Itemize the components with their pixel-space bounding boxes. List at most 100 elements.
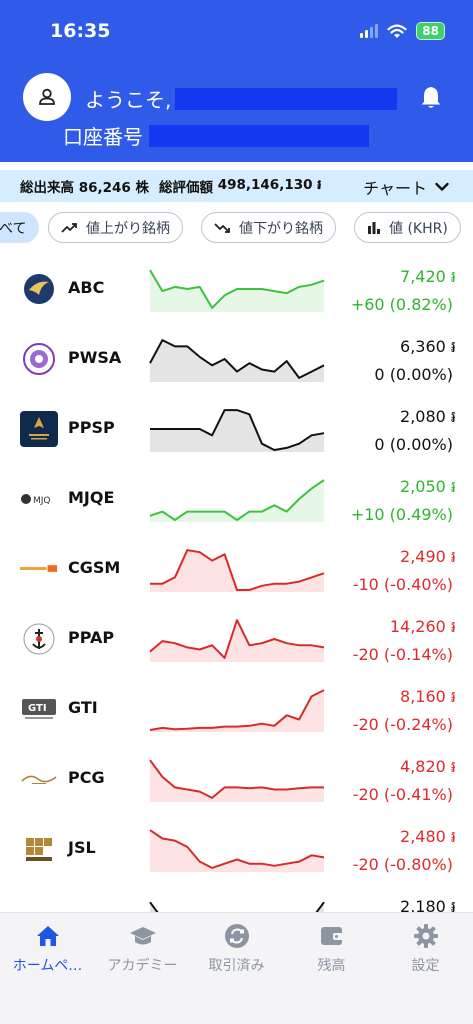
stock-symbol: PPSP [68,418,115,437]
stock-change: +10 (0.49%) [350,505,453,524]
stock-row-jsl[interactable]: JSL 2,480 ៛ -20 (-0.80%) [0,814,473,884]
svg-text:GTI: GTI [28,703,47,714]
sparkline-chart [149,689,325,732]
user-icon [39,88,55,105]
stock-symbol: GTI [68,698,98,717]
stock-symbol: CGSM [68,558,121,577]
svg-text:MJQ: MJQ [33,496,51,506]
transactions-icon [224,924,249,948]
nav-academy[interactable]: アカデミー [95,923,190,975]
stock-symbol: PWSA [68,348,122,367]
stock-row-pwsa[interactable]: PWSA 6,360 ៛ 0 (0.00%) [0,324,473,394]
sparkline-line [149,689,325,731]
filter-chip-all[interactable]: べて [0,212,40,243]
company-logo [20,411,58,447]
stock-row-cgsm[interactable]: CGSM 2,490 ៛ -10 (-0.40%) [0,534,473,604]
stock-row-abc[interactable]: ABC 7,420 ៛ +60 (0.82%) [0,254,473,324]
battery-indicator: 88 [416,22,445,40]
company-logo [20,621,58,657]
stock-price: 8,160 ៛ [400,687,456,706]
sparkline-chart [149,269,325,312]
portfolio-summary-bar: 総出来高 86,246 株 総評価額 498,146,130 ៛ [0,170,473,202]
stock-price: 7,420 ៛ [400,267,456,286]
sparkline-line [150,549,325,591]
company-logo [20,761,58,797]
sparkline-line [149,479,325,521]
wallet-icon [320,927,343,945]
stock-price: 6,360 ៛ [400,337,456,356]
sparkline-chart [149,759,324,802]
sparkline-area [150,410,324,452]
stock-price: 2,080 ៛ [400,407,456,426]
stock-change: 0 (0.00%) [374,435,453,454]
sparkline-chart [149,339,325,382]
sparkline-area [150,340,324,382]
stock-change: -20 (-0.41%) [352,785,453,804]
filter-chip-gainers[interactable]: 値上がり銘柄 [48,212,183,243]
stock-symbol: JSL [68,838,96,857]
stock-change: 0 (0.00%) [374,365,453,384]
stock-change: -20 (-0.80%) [352,855,453,874]
nav-label: ホームペ… [12,958,83,974]
welcome-text: ようこそ, [85,88,172,112]
account-line: 口座番号 [63,121,369,150]
filter-chip-value[interactable]: 値 (KHR) [354,212,461,243]
nav-settings[interactable]: 設定 [378,923,473,975]
sparkline-line [149,339,325,379]
stock-row-mjqe[interactable]: MJQ MJQE 2,050 ៛ +10 (0.49%) [0,464,473,534]
nav-label: 残高 [317,958,346,974]
stock-row-ppap[interactable]: PPAP 14,260 ៛ -20 (-0.14%) [0,604,473,674]
account-number-label: 口座番号 [63,125,143,149]
chevron-down-icon [435,182,449,191]
username-redacted [175,87,398,110]
view-mode-dropdown[interactable]: チャート [363,175,449,199]
stock-price: 2,490 ៛ [400,547,456,566]
home-icon [36,926,59,946]
stock-row-gti[interactable]: GTI GTI 8,160 ៛ -20 (-0.24%) [0,674,473,744]
status-icons: 88 [360,22,445,40]
nav-label: 設定 [411,958,440,974]
stock-change: +60 (0.82%) [350,295,453,314]
filter-chip-label: 値 (KHR) [389,220,448,237]
sparkline-chart [150,409,325,452]
account-number-redacted [149,124,369,147]
sparkline-chart [150,549,325,592]
stock-price: 4,820 ៛ [400,757,456,776]
view-mode-label: チャート [363,179,427,198]
status-time: 16:35 [50,20,111,42]
nav-balance[interactable]: 残高 [284,923,379,975]
company-logo [20,551,58,587]
filter-chip-label: 値下がり銘柄 [239,220,323,237]
app-header: 16:35 88 ようこそ, 口座番号 [0,0,473,162]
notification-bell-icon[interactable] [418,84,444,110]
sparkline-area [150,620,324,662]
sparkline-line [149,829,325,869]
stock-row-pcg[interactable]: PCG 4,820 ៛ -20 (-0.41%) [0,744,473,814]
sparkline-area [150,480,324,522]
nav-label: アカデミー [107,958,178,974]
wifi-icon [387,24,407,38]
nav-home[interactable]: ホームペ… [0,923,95,975]
stock-symbol: PPAP [68,628,115,647]
stock-symbol: ABC [68,278,105,297]
sparkline-line [150,409,325,451]
bar-chart-icon [368,222,380,234]
stock-change: -20 (-0.24%) [352,715,453,734]
company-logo [20,271,58,307]
stock-price: 2,050 ៛ [400,477,456,496]
filter-chip-label: 値上がり銘柄 [86,220,170,237]
stock-row-ppsp[interactable]: PPSP 2,080 ៛ 0 (0.00%) [0,394,473,464]
cellular-signal-icon [360,24,379,38]
trend-up-icon [61,222,77,233]
profile-avatar[interactable] [23,73,71,121]
trend-down-icon [214,222,230,233]
company-logo: MJQ [20,481,58,517]
filter-chips: べて 値上がり銘柄 値下がり銘柄 値 (KHR) [0,212,473,244]
company-logo [20,341,58,377]
filter-chip-losers[interactable]: 値下がり銘柄 [201,212,336,243]
valuation-label: 総評価額 [159,180,213,196]
company-logo [20,831,58,867]
nav-transactions[interactable]: 取引済み [189,923,284,975]
stock-price: 14,260 ៛ [389,617,456,636]
volume-value: 86,246 株 [78,180,149,196]
